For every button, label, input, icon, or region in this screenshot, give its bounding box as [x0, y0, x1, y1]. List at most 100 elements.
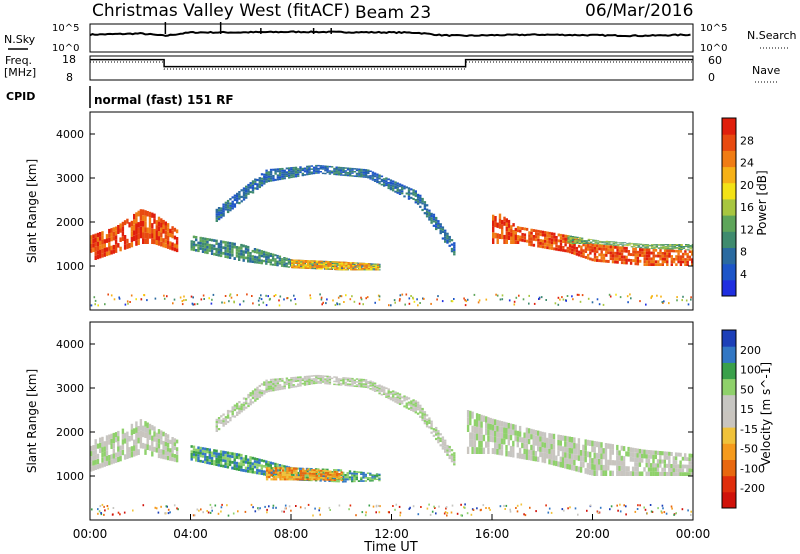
heatmap-cell	[262, 301, 265, 304]
heatmap-cell	[137, 449, 140, 455]
heatmap-cell	[358, 168, 361, 170]
heatmap-cell	[114, 452, 118, 458]
heatmap-cell	[291, 262, 294, 264]
heatmap-cell	[233, 406, 237, 409]
heatmap-cell	[421, 202, 424, 205]
heatmap-cell	[638, 457, 642, 463]
heatmap-cell	[345, 261, 348, 264]
heatmap-cell	[668, 249, 671, 253]
heatmap-cell	[552, 449, 556, 455]
heatmap-cell	[654, 471, 657, 476]
heatmap-cell	[662, 248, 665, 250]
heatmap-cell	[281, 471, 285, 474]
heatmap-cell	[290, 473, 293, 476]
heatmap-cell	[353, 382, 356, 384]
heatmap-cell	[164, 221, 167, 226]
heatmap-cell	[553, 238, 556, 242]
heatmap-cell	[190, 248, 193, 251]
heatmap-cell	[530, 240, 533, 244]
heatmap-cell	[365, 269, 368, 271]
heatmap-cell	[435, 426, 438, 430]
heatmap-cell	[608, 241, 611, 243]
heatmap-cell	[278, 378, 282, 381]
heatmap-cell	[673, 247, 677, 249]
heatmap-cell	[375, 478, 379, 480]
heatmap-cell	[222, 205, 225, 208]
heatmap-cell	[157, 429, 161, 434]
heatmap-cell	[328, 377, 332, 379]
heatmap-cell	[634, 466, 637, 472]
heatmap-cell	[608, 243, 611, 245]
heatmap-cell	[321, 470, 325, 473]
heatmap-cell	[404, 303, 406, 306]
heatmap-cell	[249, 461, 252, 465]
heatmap-cell	[533, 302, 536, 305]
heatmap-cell	[240, 195, 243, 198]
heatmap-cell	[220, 216, 223, 219]
heatmap-cell	[380, 385, 384, 388]
heatmap-cell	[392, 394, 395, 396]
heatmap-cell	[421, 208, 424, 212]
heatmap-cell	[295, 471, 298, 474]
heatmap-cell	[249, 459, 252, 462]
heatmap-cell	[614, 254, 617, 258]
heatmap-cell	[274, 471, 278, 474]
heatmap-cell	[567, 241, 570, 243]
heatmap-cell	[396, 401, 399, 404]
heatmap-cell	[645, 462, 648, 468]
heatmap-cell	[690, 296, 692, 299]
heatmap-cell	[635, 244, 638, 246]
heatmap-cell	[268, 476, 271, 479]
heatmap-cell	[358, 262, 362, 264]
heatmap-cell	[299, 166, 302, 168]
heatmap-cell	[226, 204, 230, 207]
heatmap-cell	[337, 166, 341, 169]
heatmap-cell	[121, 444, 125, 450]
heatmap-cell	[333, 477, 336, 480]
heatmap-cell	[308, 378, 311, 381]
heatmap-cell	[325, 302, 327, 305]
heatmap-cell	[280, 258, 284, 260]
heatmap-cell	[589, 457, 592, 464]
heatmap-cell	[219, 455, 223, 459]
heatmap-cell	[305, 474, 309, 477]
heatmap-cell	[251, 255, 254, 258]
heatmap-cell	[167, 508, 170, 511]
heatmap-cell	[276, 168, 280, 171]
heatmap-cell	[295, 474, 298, 477]
heatmap-cell	[272, 385, 275, 388]
heatmap-cell	[228, 244, 232, 248]
heatmap-cell	[428, 417, 431, 420]
heatmap-cell	[204, 455, 207, 459]
heatmap-cell	[169, 233, 172, 238]
heatmap-cell	[160, 430, 163, 436]
heatmap-cell	[652, 459, 655, 464]
heatmap-cell	[570, 459, 574, 465]
nave-bottom-tick: 0	[708, 71, 715, 84]
heatmap-cell	[666, 245, 670, 247]
heatmap-cell	[338, 268, 341, 271]
heatmap-cell	[523, 513, 525, 516]
heatmap-cell	[473, 447, 477, 454]
heatmap-cell	[287, 266, 291, 268]
heatmap-cell	[525, 433, 529, 439]
heatmap-cell	[639, 247, 643, 249]
heatmap-cell	[353, 480, 356, 483]
heatmap-cell	[340, 295, 343, 298]
heatmap-cell	[100, 513, 103, 516]
heatmap-cell	[226, 454, 230, 458]
heatmap-cell	[351, 172, 354, 174]
heatmap-cell	[236, 407, 239, 410]
heatmap-cell	[242, 187, 246, 190]
heatmap-cell	[547, 511, 550, 514]
heatmap-cell	[281, 175, 284, 178]
heatmap-cell	[636, 453, 639, 458]
heatmap-cell	[267, 295, 269, 298]
heatmap-cell	[274, 378, 277, 381]
heatmap-cell	[643, 454, 646, 459]
heatmap-cell	[555, 239, 558, 242]
heatmap-cell	[346, 377, 350, 379]
heatmap-cell	[625, 258, 628, 262]
heatmap-cell	[130, 294, 133, 297]
heatmap-cell	[609, 251, 612, 255]
